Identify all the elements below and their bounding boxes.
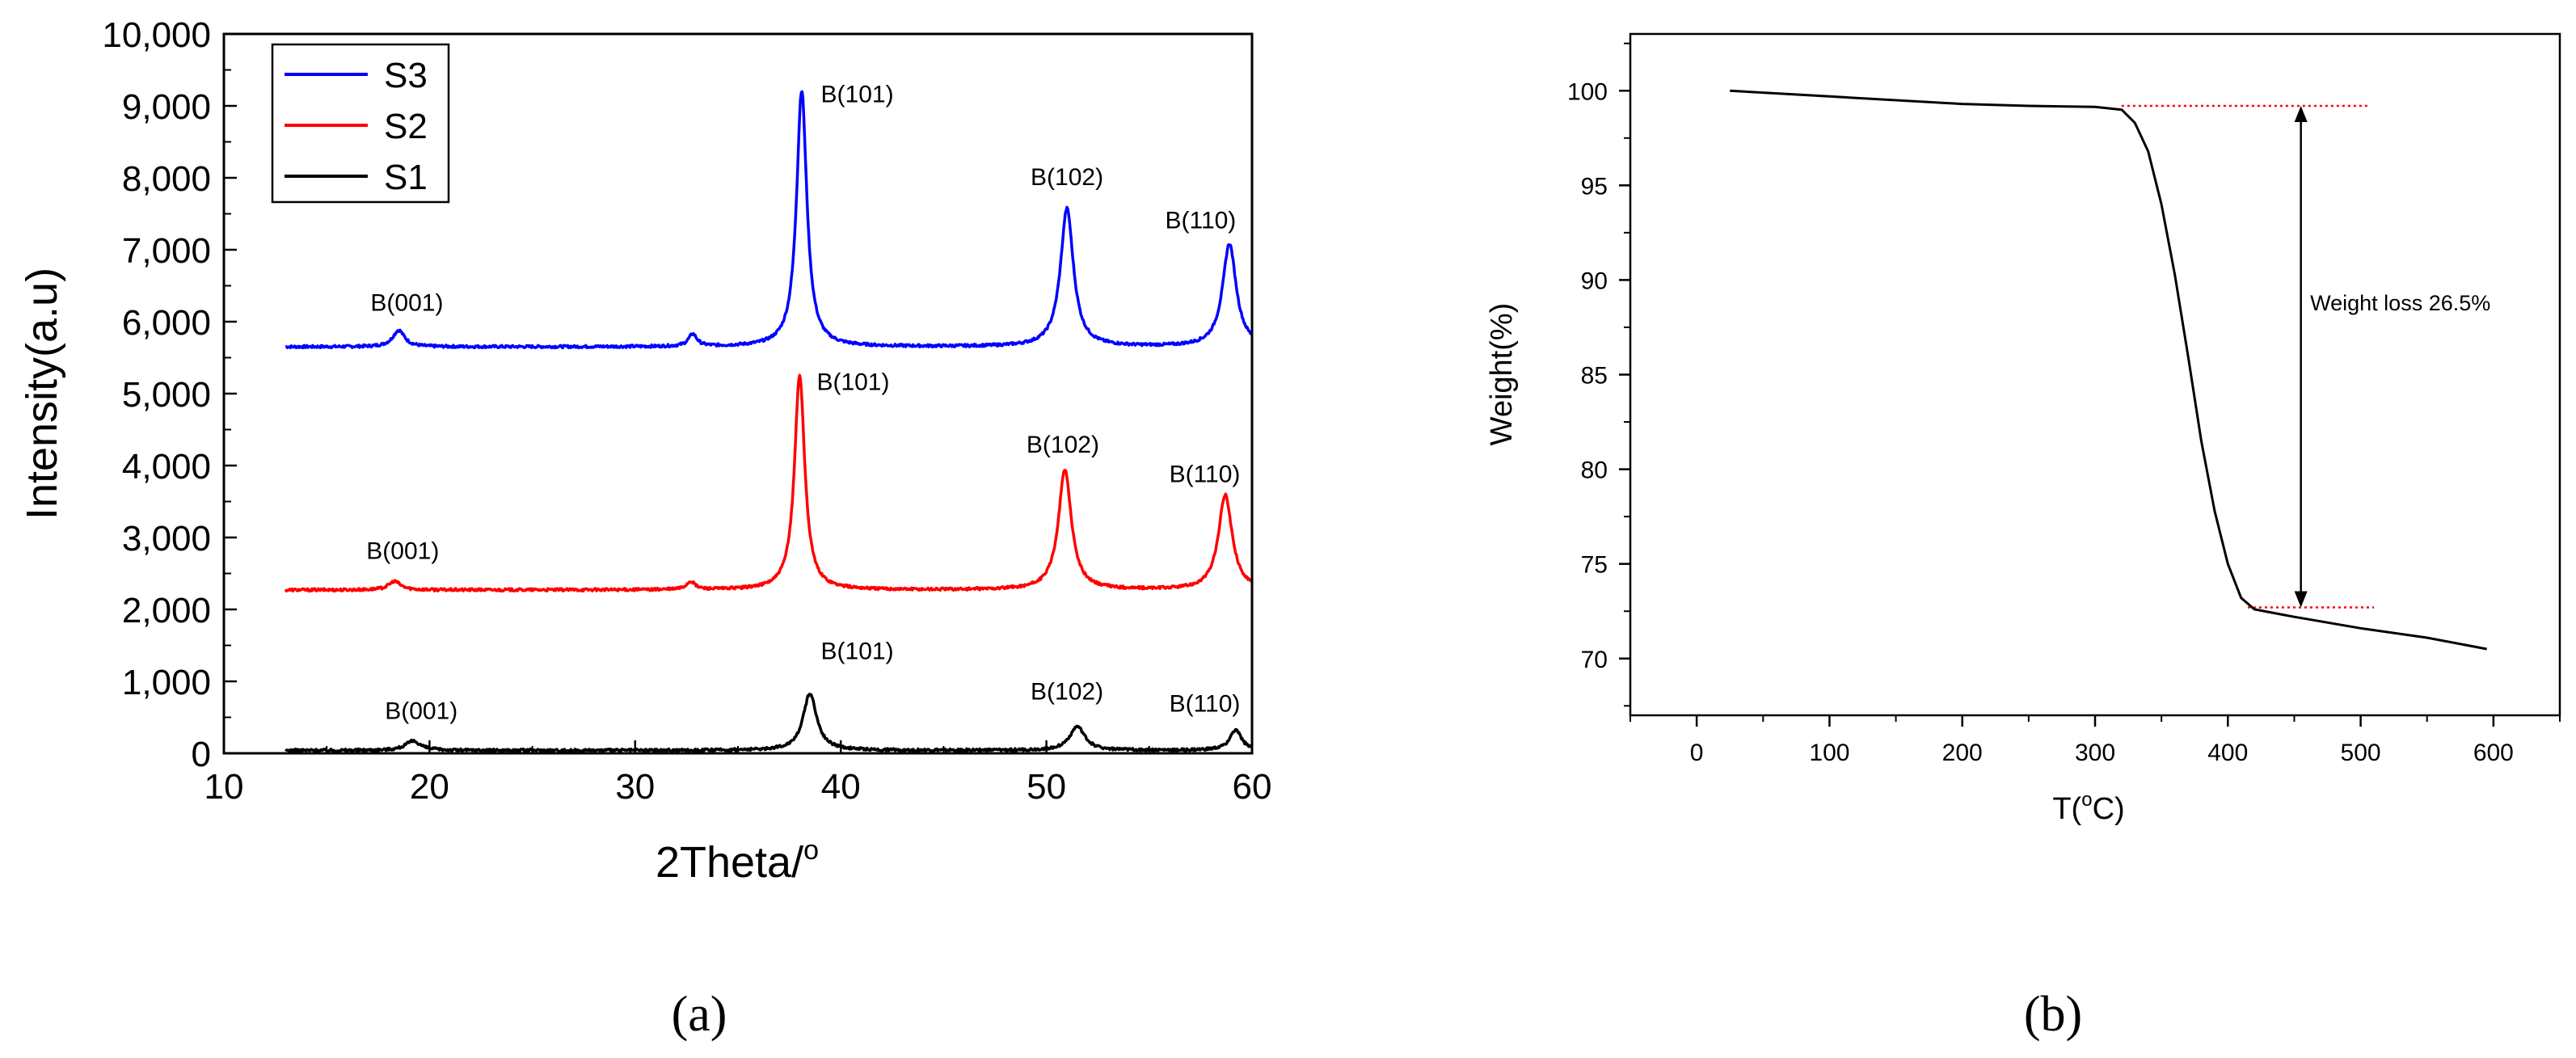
peak-label: B(001) xyxy=(370,290,443,317)
y-tick-label: 75 xyxy=(1581,552,1608,579)
x-tick-label: 400 xyxy=(2207,740,2248,766)
tga-series-group xyxy=(1730,89,2487,651)
xrd-plot-frame xyxy=(222,32,1254,755)
panel-label-b: (b) xyxy=(2024,987,2082,1042)
arrow-head-top xyxy=(2294,105,2308,122)
weight-loss-arrow xyxy=(2294,105,2308,608)
xrd-peak-annotations: B(001) B(101) B(102) B(110) B(001) B(101) B(10… xyxy=(366,82,1240,725)
x-tick-label: 100 xyxy=(1809,740,1849,766)
xrd-series-s2 xyxy=(284,373,1254,593)
peak-label: B(001) xyxy=(385,698,457,724)
y-tick-label: 80 xyxy=(1581,457,1608,484)
y-tick-label: 95 xyxy=(1581,173,1608,200)
y-tick-label: 6,000 xyxy=(122,303,211,343)
peak-label: B(110) xyxy=(1165,207,1236,234)
y-tick-label: 3,000 xyxy=(122,519,211,559)
panel-label-a: (a) xyxy=(672,987,727,1042)
xrd-series-s1 xyxy=(285,693,1254,753)
tga-x-axis-title-sup: o xyxy=(2081,789,2092,811)
x-tick-label: 0 xyxy=(1690,740,1704,766)
tga-curve xyxy=(1730,89,2487,651)
y-tick-label: 5,000 xyxy=(122,375,211,415)
y-tick-label: 2,000 xyxy=(122,591,211,630)
tga-x-axis-title-suffix: C) xyxy=(2093,792,2125,826)
xrd-y-axis-title: Intensity(a.u) xyxy=(18,268,66,520)
tga-annotations: Weight loss 26.5% xyxy=(2310,291,2490,315)
peak-label: B(110) xyxy=(1170,690,1241,717)
tga-y-axis-title: Weight(%) xyxy=(1485,303,1519,446)
x-tick-label: 30 xyxy=(615,767,655,807)
peak-label: B(101) xyxy=(816,369,889,396)
x-tick-label: 600 xyxy=(2473,740,2514,766)
y-tick-label: 100 xyxy=(1567,78,1608,105)
x-tick-label: 60 xyxy=(1233,767,1272,807)
xrd-tick-labels: 0 1,000 2,000 3,000 4,000 5,000 6,000 7,000 8,00… xyxy=(102,15,1271,807)
tga-chart: 70 75 80 85 90 95 100 0 100 200 300 400 500 600 Weigh… xyxy=(1485,32,2561,1042)
x-tick-label: 40 xyxy=(821,767,861,807)
weight-loss-label: Weight loss 26.5% xyxy=(2310,291,2490,315)
peak-label: B(001) xyxy=(366,538,439,565)
legend-label-s1: S1 xyxy=(384,158,428,197)
y-tick-label: 85 xyxy=(1581,363,1608,390)
peak-label: B(101) xyxy=(821,638,894,664)
x-tick-label: 50 xyxy=(1027,767,1066,807)
peak-label: B(110) xyxy=(1170,461,1241,487)
y-tick-label: 70 xyxy=(1581,647,1608,673)
legend-label-s2: S2 xyxy=(384,107,428,146)
xrd-series-s3 xyxy=(285,90,1254,350)
y-tick-label: 10,000 xyxy=(102,15,211,55)
tga-axis-ticks xyxy=(1619,42,2561,727)
xrd-legend: S3 S2 S1 xyxy=(271,43,450,204)
x-tick-label: 500 xyxy=(2341,740,2381,766)
peak-label: B(102) xyxy=(1031,678,1103,705)
tga-reference-lines xyxy=(2121,104,2374,609)
y-tick-label: 7,000 xyxy=(122,231,211,271)
tga-plot-frame xyxy=(1629,32,2561,717)
tga-x-axis-title-main: T( xyxy=(2052,792,2081,826)
arrow-head-bottom xyxy=(2294,591,2308,608)
tga-x-axis-title: T(oC) xyxy=(2052,789,2124,826)
x-tick-label: 10 xyxy=(204,767,244,807)
legend-label-s3: S3 xyxy=(384,56,428,95)
peak-label: B(102) xyxy=(1027,432,1099,458)
xrd-x-axis-title: 2Theta/o xyxy=(656,835,819,887)
xrd-chart: 0 1,000 2,000 3,000 4,000 5,000 6,000 7,000 8,00… xyxy=(18,15,1271,1042)
x-tick-label: 300 xyxy=(2075,740,2115,766)
peak-label: B(102) xyxy=(1031,164,1103,191)
y-tick-label: 1,000 xyxy=(122,663,211,702)
x-tick-label: 20 xyxy=(410,767,449,807)
x-tick-label: 200 xyxy=(1942,740,1983,766)
y-tick-label: 0 xyxy=(192,735,211,774)
xrd-x-axis-title-sup: o xyxy=(803,835,819,866)
xrd-series-group xyxy=(284,90,1254,753)
y-tick-label: 9,000 xyxy=(122,87,211,127)
tga-tick-labels: 70 75 80 85 90 95 100 0 100 200 300 400 500 600 xyxy=(1567,78,2514,766)
peak-label: B(101) xyxy=(821,82,894,108)
y-tick-label: 8,000 xyxy=(122,159,211,199)
xrd-x-axis-title-main: 2Theta/ xyxy=(656,838,803,887)
y-tick-label: 90 xyxy=(1581,268,1608,294)
y-tick-label: 4,000 xyxy=(122,447,211,487)
